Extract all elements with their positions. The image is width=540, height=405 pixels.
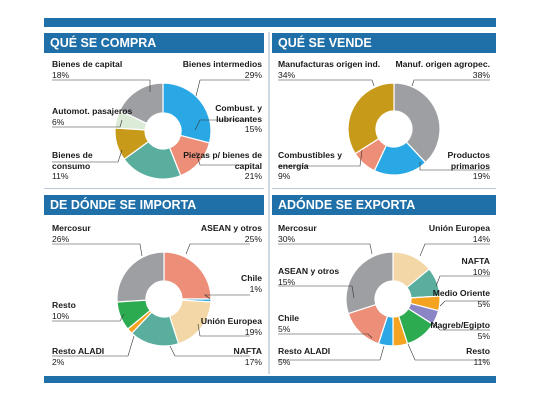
slice-2-chile: [181, 298, 212, 303]
label-productos-primarios: Productos primarios 19%: [447, 150, 491, 181]
label-imp-mercosur: Mercosur 26%: [52, 223, 91, 244]
panel-title-importa: DE DÓNDE SE IMPORTA: [44, 195, 264, 215]
leader-line: [278, 79, 375, 87]
slice-1-manufacturas-origen-ind: [347, 82, 395, 155]
row-separator-right: [272, 188, 496, 189]
label-imp-resto: Resto 10%: [52, 300, 76, 321]
label-combustibles-energia: Combustibles y energía 9%: [278, 150, 342, 181]
row-separator-left: [44, 188, 264, 189]
label-exp-medio-oriente: Medio Oriente 5%: [432, 288, 490, 309]
label-imp-union-europea: Unión Europea 19%: [200, 316, 262, 337]
panel-title-exporta: ADÓNDE SE EXPORTA: [272, 195, 496, 215]
label-automot-pasajeros: Automot. pasajeros 6%: [52, 106, 133, 127]
label-imp-resto-aladi: Resto ALADI 2%: [52, 346, 105, 367]
slice-3-asean-y-otros: [347, 303, 389, 345]
leader-line: [185, 243, 250, 255]
slice-2-mercosur: [116, 251, 165, 303]
leader-line: [435, 275, 490, 287]
label-exp-mercosur: Mercosur 30%: [278, 223, 317, 244]
label-bienes-consumo: Bienes de consumo 11%: [52, 150, 93, 181]
leader-line: [278, 285, 355, 299]
slice-0-bienes-de-consumo: [114, 127, 150, 161]
leader-line: [52, 79, 151, 92]
slice-3-union-europea: [392, 251, 431, 289]
panel-title-compra: QUÉ SE COMPRA: [44, 33, 264, 53]
label-manuf-agropec: Manuf. origen agropec. 38%: [395, 59, 490, 80]
leader-line: [411, 79, 490, 87]
slice-0-piezas-p-bienes-de-capital: [123, 140, 182, 180]
leader-line: [204, 294, 250, 300]
slice-3-chile: [377, 315, 394, 347]
leader-line: [195, 79, 250, 97]
bottom-accent-bar: [44, 376, 496, 383]
slice-1-productos-primarios: [373, 141, 427, 176]
label-exp-nafta: NAFTA 10%: [461, 256, 490, 277]
label-exp-asean: ASEAN y otros 15%: [278, 266, 340, 287]
label-bienes-capital: Bienes de capital 18%: [52, 59, 123, 80]
leader-line: [278, 243, 373, 255]
slice-2-asean-y-otros: [163, 251, 212, 300]
leader-line: [52, 243, 143, 257]
slice-3-mercosur: [345, 251, 394, 315]
label-exp-chile: Chile 5%: [278, 313, 300, 334]
label-bienes-intermedios: Bienes intermedios 29%: [182, 59, 262, 80]
label-exp-union-europea: Unión Europea 14%: [428, 223, 490, 244]
label-piezas-bienes-capital: Piezas p/ bienes de capital 21%: [183, 150, 262, 181]
slice-3-resto-aladi: [392, 315, 409, 347]
label-combust-lubricantes: Combust. y lubricantes 15%: [215, 103, 262, 134]
label-imp-nafta: NAFTA 17%: [233, 346, 262, 367]
slice-1-combustibles-y-energia: [354, 137, 388, 172]
panel-title-vende: QUÉ SE VENDE: [272, 33, 496, 53]
top-accent-bar: [44, 18, 496, 27]
slice-3-resto: [397, 307, 434, 345]
slice-2-nafta: [130, 311, 180, 347]
slice-2-resto: [116, 299, 151, 330]
label-exp-magreb-egipto: Magreb/Egipto 5%: [430, 320, 490, 341]
slice-2-resto-aladi: [126, 309, 153, 335]
leader-line: [419, 243, 490, 257]
label-exp-resto-aladi: Resto ALADI 5%: [278, 346, 331, 367]
label-exp-resto: Resto 11%: [466, 346, 490, 367]
leader-line: [278, 333, 373, 339]
label-manufacturas-ind: Manufacturas origen ind. 34%: [278, 59, 381, 80]
panel-divider: [268, 32, 270, 374]
label-imp-asean: ASEAN y otros 25%: [200, 223, 262, 244]
label-imp-chile: Chile 1%: [240, 273, 262, 294]
